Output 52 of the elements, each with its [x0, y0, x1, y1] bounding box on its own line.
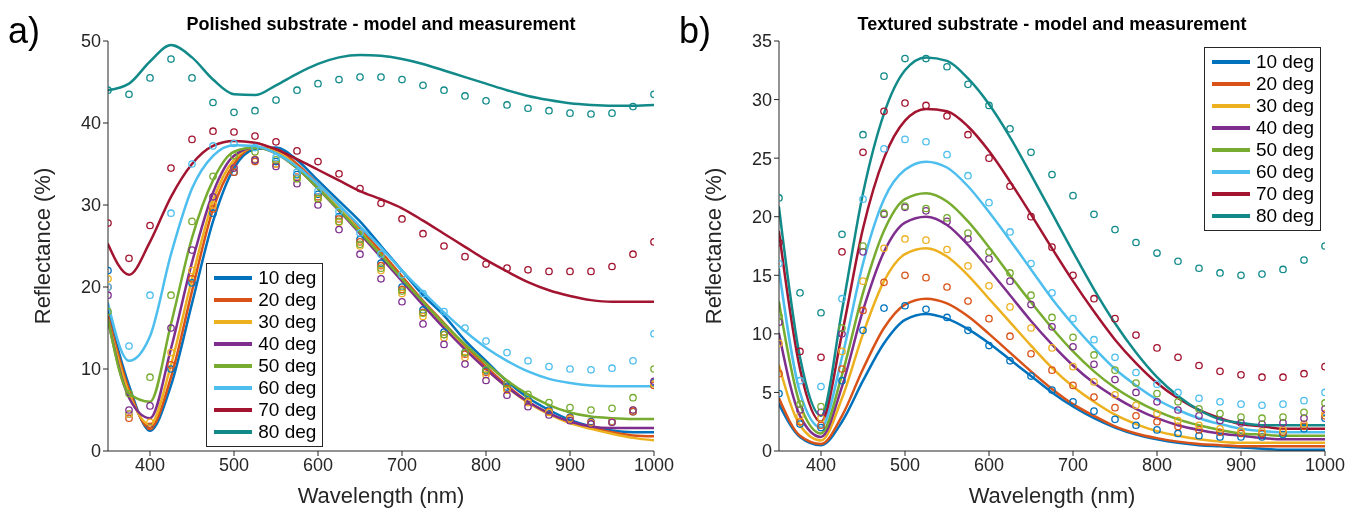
x-axis-title: Wavelength (nm)	[968, 483, 1136, 508]
legend-label: 30 deg	[258, 311, 317, 333]
legend-label: 70 deg	[258, 399, 317, 421]
y-tick-label: 20	[751, 207, 772, 228]
chart-title: Polished substrate - model and measurement	[185, 14, 577, 35]
y-tick-label: 35	[751, 31, 772, 52]
x-tick-label: 700	[386, 454, 418, 475]
x-tick-label: 1000	[633, 454, 675, 475]
y-tick-label: 50	[80, 31, 101, 52]
legend-label: 80 deg	[1255, 205, 1314, 227]
x-tick-label: 900	[1225, 454, 1257, 475]
legend-label: 10 deg	[258, 267, 317, 289]
legend-label: 20 deg	[1255, 73, 1314, 95]
x-tick-label: 900	[554, 454, 586, 475]
x-tick-label: 600	[302, 454, 334, 475]
legend-label: 80 deg	[258, 421, 317, 443]
y-axis-title: Reflectance (%)	[29, 167, 55, 325]
x-tick-label: 400	[134, 454, 166, 475]
x-tick-label: 700	[1057, 454, 1089, 475]
x-tick-label: 800	[1141, 454, 1173, 475]
legend-label: 10 deg	[1255, 51, 1314, 73]
legend-label: 60 deg	[1255, 161, 1314, 183]
x-tick-label: 1000	[1304, 454, 1346, 475]
y-tick-label: 25	[751, 148, 772, 169]
legend-label: 60 deg	[258, 377, 317, 399]
x-tick-label: 600	[973, 454, 1005, 475]
legend-label: 40 deg	[258, 333, 317, 355]
y-tick-label: 10	[751, 324, 772, 345]
text: a)	[8, 10, 41, 52]
text: b)	[679, 10, 712, 52]
legend-label: 30 deg	[1255, 95, 1314, 117]
x-axis-title: Wavelength (nm)	[297, 483, 465, 508]
x-tick-label: 500	[218, 454, 250, 475]
legend-label: 20 deg	[258, 289, 317, 311]
x-tick-label: 800	[470, 454, 502, 475]
y-axis-title: Reflectance (%)	[700, 167, 726, 325]
x-tick-label: 500	[889, 454, 921, 475]
y-tick-label: 15	[751, 265, 772, 286]
legend-label: 50 deg	[258, 355, 317, 377]
y-tick-label: 10	[80, 359, 101, 380]
y-tick-label: 20	[80, 277, 101, 298]
chart-title: Textured substrate - model and measurement	[856, 14, 1248, 35]
y-tick-label: 0	[761, 441, 772, 462]
y-tick-label: 5	[761, 382, 772, 403]
legend-label: 70 deg	[1255, 183, 1314, 205]
y-tick-label: 0	[90, 441, 101, 462]
legend-label: 40 deg	[1255, 117, 1314, 139]
x-tick-label: 400	[805, 454, 837, 475]
y-tick-label: 40	[80, 113, 101, 134]
y-tick-label: 30	[80, 195, 101, 216]
y-tick-label: 30	[751, 89, 772, 110]
legend-label: 50 deg	[1255, 139, 1314, 161]
